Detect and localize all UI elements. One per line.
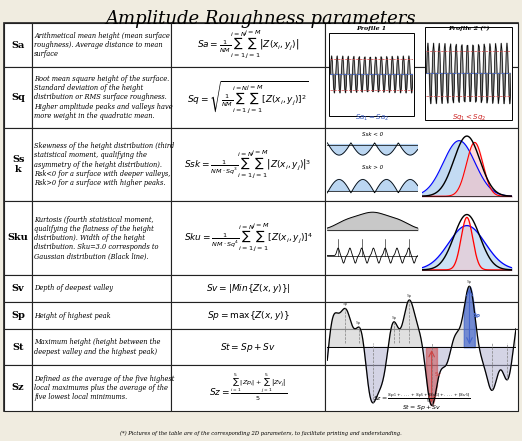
Text: Sp: Sp (392, 315, 397, 320)
Bar (4, 302, 32, 329)
Text: Profile 2 (*): Profile 2 (*) (448, 26, 490, 31)
Text: Sku: Sku (8, 233, 29, 243)
Text: $Sa = \frac{1}{NM}\sum_{i=1}^{i=N}\sum_{j=1}^{j=M}\left|Z(x_i,y_j)\right|$: $Sa = \frac{1}{NM}\sum_{i=1}^{i=N}\sum_{… (197, 29, 300, 61)
Text: Kurtosis (fourth statistical moment,
qualifying the flatness of the height
distr: Kurtosis (fourth statistical moment, qua… (34, 216, 159, 260)
Text: Depth of deepest valley: Depth of deepest valley (34, 284, 113, 292)
Text: Sp: Sp (11, 311, 25, 320)
Bar (171, 201, 325, 275)
Text: Amplitude Roughness parameters: Amplitude Roughness parameters (105, 10, 417, 28)
Bar (171, 67, 325, 128)
Bar (4, 67, 32, 128)
Text: Defined as the average of the five highest
local maximums plus the average of th: Defined as the average of the five highe… (34, 375, 175, 401)
Text: Root mean square height of the surface.
Standard deviation of the height
distrib: Root mean square height of the surface. … (34, 75, 173, 120)
Bar (4, 23, 518, 411)
Text: (*) Pictures of the table are of the corresponding 2D parameters, to facilitate : (*) Pictures of the table are of the cor… (120, 431, 402, 436)
Bar (32, 275, 171, 302)
Bar (325, 23, 518, 67)
Text: Profile 1: Profile 1 (357, 26, 387, 31)
Text: Sv: Sv (12, 284, 25, 293)
Bar (171, 302, 325, 329)
Text: $Sa_1= Sa_2$: $Sa_1= Sa_2$ (354, 113, 389, 123)
Text: $Sku = \frac{1}{NM \cdot Sq^4}\sum_{i=1}^{i=N}\sum_{j=1}^{j=M}[Z(x_i,y_j)]^4$: $Sku = \frac{1}{NM \cdot Sq^4}\sum_{i=1}… (184, 222, 313, 254)
Text: St: St (13, 343, 24, 351)
Text: Sp: Sp (472, 313, 480, 318)
Bar (171, 23, 325, 67)
Bar (4, 275, 32, 302)
Text: Sq: Sq (11, 93, 25, 102)
Text: Arithmetical mean height (mean surface
roughness). Average distance to mean
surf: Arithmetical mean height (mean surface r… (34, 32, 170, 58)
Bar (325, 201, 518, 275)
Bar (32, 365, 171, 411)
Text: Ssk < 0: Ssk < 0 (362, 132, 383, 137)
Bar (171, 329, 325, 365)
Text: $Sz = \frac{\sum_{i=1}^{5}\left|Zp_i\right| + \sum_{j=1}^{5}\left|Zv_j\right|}{5: $Sz = \frac{\sum_{i=1}^{5}\left|Zp_i\rig… (209, 372, 287, 404)
Text: Height of highest peak: Height of highest peak (34, 312, 111, 320)
Bar (325, 302, 518, 329)
Bar (325, 329, 518, 365)
Text: $Sq = \sqrt{\frac{1}{NM}\sum_{i=1}^{i=N}\sum_{j=1}^{j=M}[Z(x_i,y_j)]^2}$: $Sq = \sqrt{\frac{1}{NM}\sum_{i=1}^{i=N}… (187, 79, 309, 116)
Bar (32, 329, 171, 365)
Bar (325, 128, 518, 201)
Bar (4, 329, 32, 365)
Bar (32, 23, 171, 67)
Text: Ssk > 0: Ssk > 0 (362, 165, 383, 171)
Bar (4, 365, 32, 411)
Text: $Sz = \frac{Sp_1+....+Sp_5+|Sv_1|+....+|Sv_5|}{5}$: $Sz = \frac{Sp_1+....+Sp_5+|Sv_1|+....+|… (373, 391, 470, 405)
Bar (4, 128, 32, 201)
Text: Sp: Sp (342, 302, 348, 306)
Text: $St = Sp + Sv$: $St = Sp + Sv$ (220, 340, 276, 354)
Text: $Sv = \left|Min\left\{Z(x,y)\right\}\right|$: $Sv = \left|Min\left\{Z(x,y)\right\}\rig… (206, 282, 291, 295)
Text: $Ssk = \frac{1}{NM \cdot Sq^3}\sum_{i=1}^{i=N}\sum_{j=1}^{j=M}\left|Z(x_i,y_j)\r: $Ssk = \frac{1}{NM \cdot Sq^3}\sum_{i=1}… (184, 149, 312, 181)
Text: Sp: Sp (356, 321, 361, 325)
Bar (171, 365, 325, 411)
Text: $Sp = \max\left\{Z(x,y)\right\}$: $Sp = \max\left\{Z(x,y)\right\}$ (207, 309, 290, 322)
Bar (4, 23, 32, 67)
Text: Sp: Sp (407, 294, 412, 298)
Bar (425, 27, 512, 120)
Bar (32, 128, 171, 201)
Bar (325, 67, 518, 128)
Text: Sv: Sv (434, 372, 441, 377)
Text: Ss
k: Ss k (12, 155, 25, 174)
Bar (329, 33, 414, 116)
Text: Sa: Sa (11, 41, 25, 49)
Bar (171, 128, 325, 201)
Text: $St = Sp + Sv$: $St = Sp + Sv$ (402, 404, 441, 412)
Text: Sp: Sp (467, 280, 472, 284)
Bar (171, 275, 325, 302)
Bar (325, 275, 518, 302)
Bar (32, 201, 171, 275)
Bar (325, 365, 518, 411)
Bar (4, 201, 32, 275)
Text: Sz: Sz (12, 383, 25, 392)
Bar (32, 302, 171, 329)
Bar (32, 67, 171, 128)
Text: Skewness of the height distribution (third
statistical moment, qualifying the
as: Skewness of the height distribution (thi… (34, 142, 174, 187)
Text: $Sq_1 < Sq_2$: $Sq_1 < Sq_2$ (452, 113, 486, 123)
Text: Maximum height (height between the
deepest valley and the highest peak): Maximum height (height between the deepe… (34, 338, 161, 355)
